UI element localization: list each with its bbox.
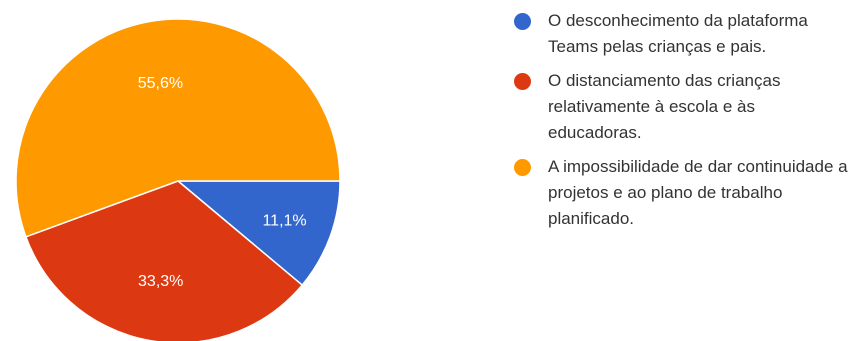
legend-label: O distanciamento das crianças relativame…	[548, 71, 781, 142]
legend-label: A impossibilidade de dar continuidade a …	[548, 157, 848, 228]
slice-label-impossibilidade: 55,6%	[138, 75, 183, 92]
legend-item-impossibilidade[interactable]: A impossibilidade de dar continuidade a …	[514, 154, 849, 232]
slice-label-distanciamento: 33,3%	[138, 273, 183, 290]
slice-teams[interactable]	[175, 180, 341, 287]
legend-label: O desconhecimento da plataforma Teams pe…	[548, 11, 808, 56]
slice-impossibilidade[interactable]	[15, 18, 341, 238]
legend-dot-orange	[514, 159, 531, 176]
legend: O desconhecimento da plataforma Teams pe…	[514, 8, 849, 240]
legend-item-teams[interactable]: O desconhecimento da plataforma Teams pe…	[514, 8, 849, 60]
slice-label-teams: 11,1%	[262, 213, 306, 230]
legend-dot-red	[514, 73, 531, 90]
legend-dot-blue	[514, 13, 531, 30]
pie-chart: 11,1% 33,3% 55,6%	[15, 18, 341, 341]
legend-item-distanciamento[interactable]: O distanciamento das crianças relativame…	[514, 68, 849, 146]
